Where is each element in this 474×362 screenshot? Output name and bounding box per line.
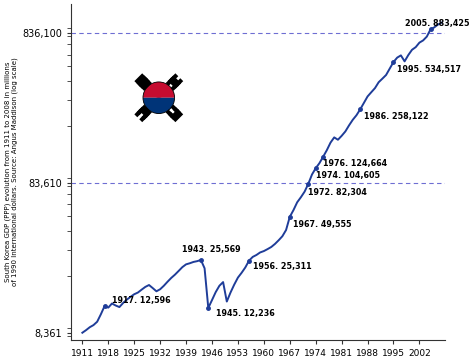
Wedge shape: [143, 82, 174, 98]
Circle shape: [151, 82, 167, 98]
Text: 1917. 12,596: 1917. 12,596: [112, 296, 171, 304]
Wedge shape: [143, 98, 174, 114]
Text: 2005. 883,425: 2005. 883,425: [405, 19, 469, 28]
Text: 1967. 49,555: 1967. 49,555: [293, 220, 352, 229]
Circle shape: [151, 98, 167, 114]
Text: 1945. 12,236: 1945. 12,236: [216, 309, 274, 318]
Text: 1976. 124,664: 1976. 124,664: [323, 159, 387, 168]
Text: 1974. 104,605: 1974. 104,605: [316, 171, 380, 180]
Text: 1972. 82,304: 1972. 82,304: [308, 188, 367, 197]
Text: 1956. 25,311: 1956. 25,311: [253, 262, 311, 272]
Text: 1943. 25,569: 1943. 25,569: [182, 245, 241, 254]
Text: 1986. 258,122: 1986. 258,122: [364, 113, 428, 121]
Text: 1995. 534,517: 1995. 534,517: [397, 64, 461, 73]
Y-axis label: South Korea GDP (PPP) evolution from 1911 to 2008 in millions
of 1990 Internatio: South Korea GDP (PPP) evolution from 191…: [4, 58, 18, 286]
